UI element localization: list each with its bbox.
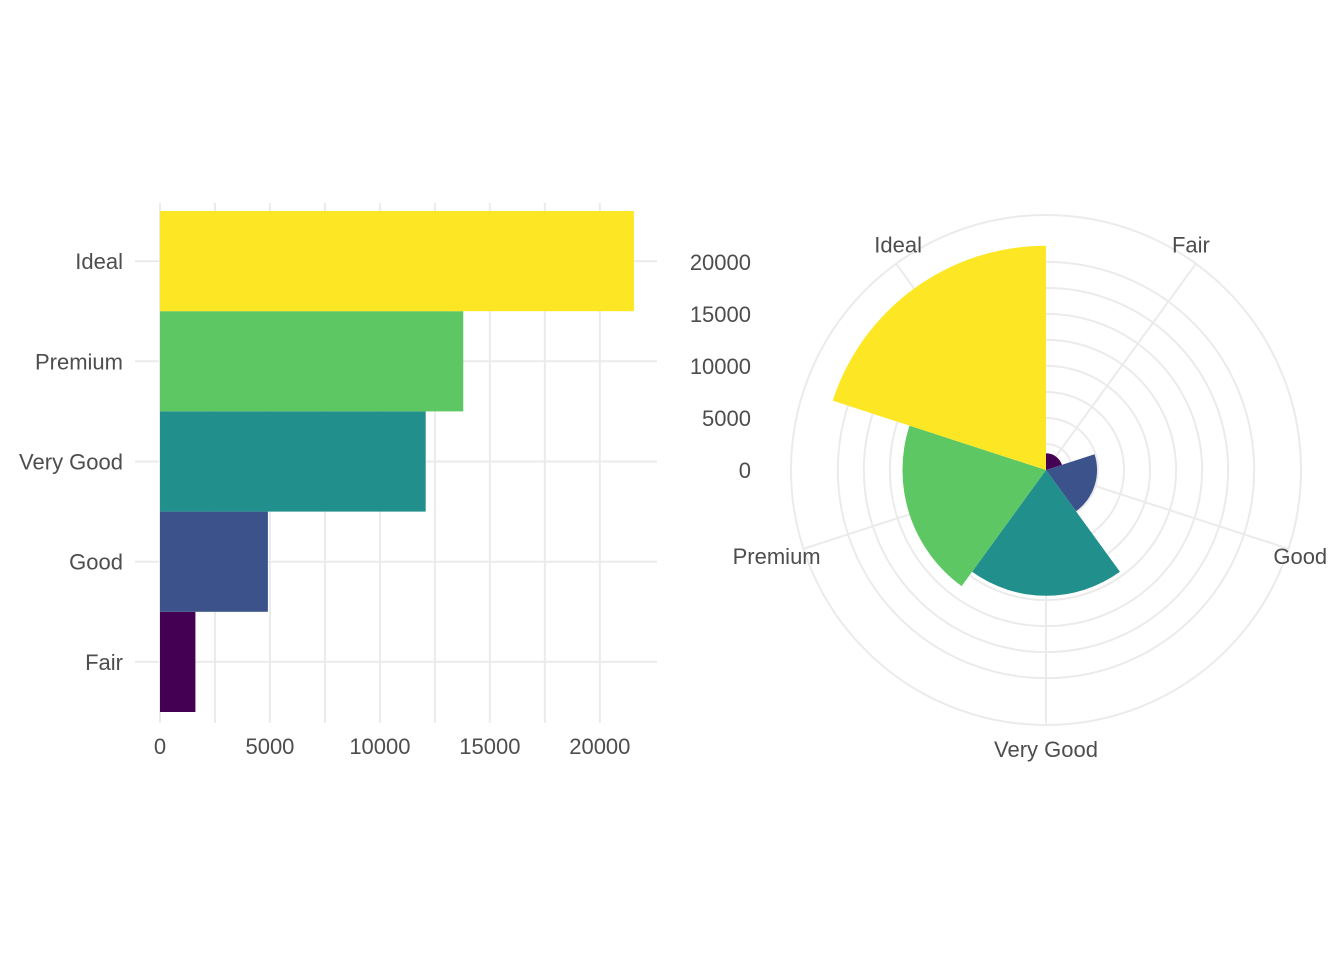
bar-premium xyxy=(160,311,464,412)
x-tick-label: 5000 xyxy=(245,734,294,759)
x-tick-label: 10000 xyxy=(349,734,410,759)
x-tick-label: 15000 xyxy=(459,734,520,759)
category-label: Good xyxy=(1273,544,1327,569)
wedge-fair xyxy=(1046,453,1062,470)
r-tick-label: 5000 xyxy=(702,406,751,431)
r-tick-label: 10000 xyxy=(690,354,751,379)
y-tick-label: Very Good xyxy=(19,450,123,475)
category-label: Premium xyxy=(733,544,821,569)
r-tick-label: 20000 xyxy=(690,250,751,275)
y-tick-label: Good xyxy=(69,550,123,575)
y-tick-label: Premium xyxy=(35,349,123,374)
bar-very-good xyxy=(160,411,426,512)
y-tick-label: Ideal xyxy=(75,249,123,274)
x-tick-label: 20000 xyxy=(569,734,630,759)
bar-good xyxy=(160,511,268,612)
wedge-very-good xyxy=(972,470,1120,596)
polar-bar-chart: Fair Good Very Good Premium Ideal 0 5000 10000 1… xyxy=(690,214,1327,762)
wedge-ideal xyxy=(832,245,1046,470)
wedge-premium xyxy=(902,425,1046,587)
wedge-good xyxy=(1046,454,1098,512)
spoke xyxy=(1045,263,1197,471)
y-tick-label: Fair xyxy=(85,650,123,675)
horizontal-bar-chart: 0 5000 10000 15000 20000 Fair Good Very Good Pre… xyxy=(19,203,657,759)
r-tick-label: 0 xyxy=(739,458,751,483)
bar-ideal xyxy=(160,211,634,312)
x-tick-label: 0 xyxy=(154,734,166,759)
bar-fair xyxy=(160,611,196,712)
category-label: Very Good xyxy=(994,737,1098,762)
r-tick-label: 15000 xyxy=(690,302,751,327)
category-label: Ideal xyxy=(874,232,922,257)
category-label: Fair xyxy=(1172,232,1210,257)
